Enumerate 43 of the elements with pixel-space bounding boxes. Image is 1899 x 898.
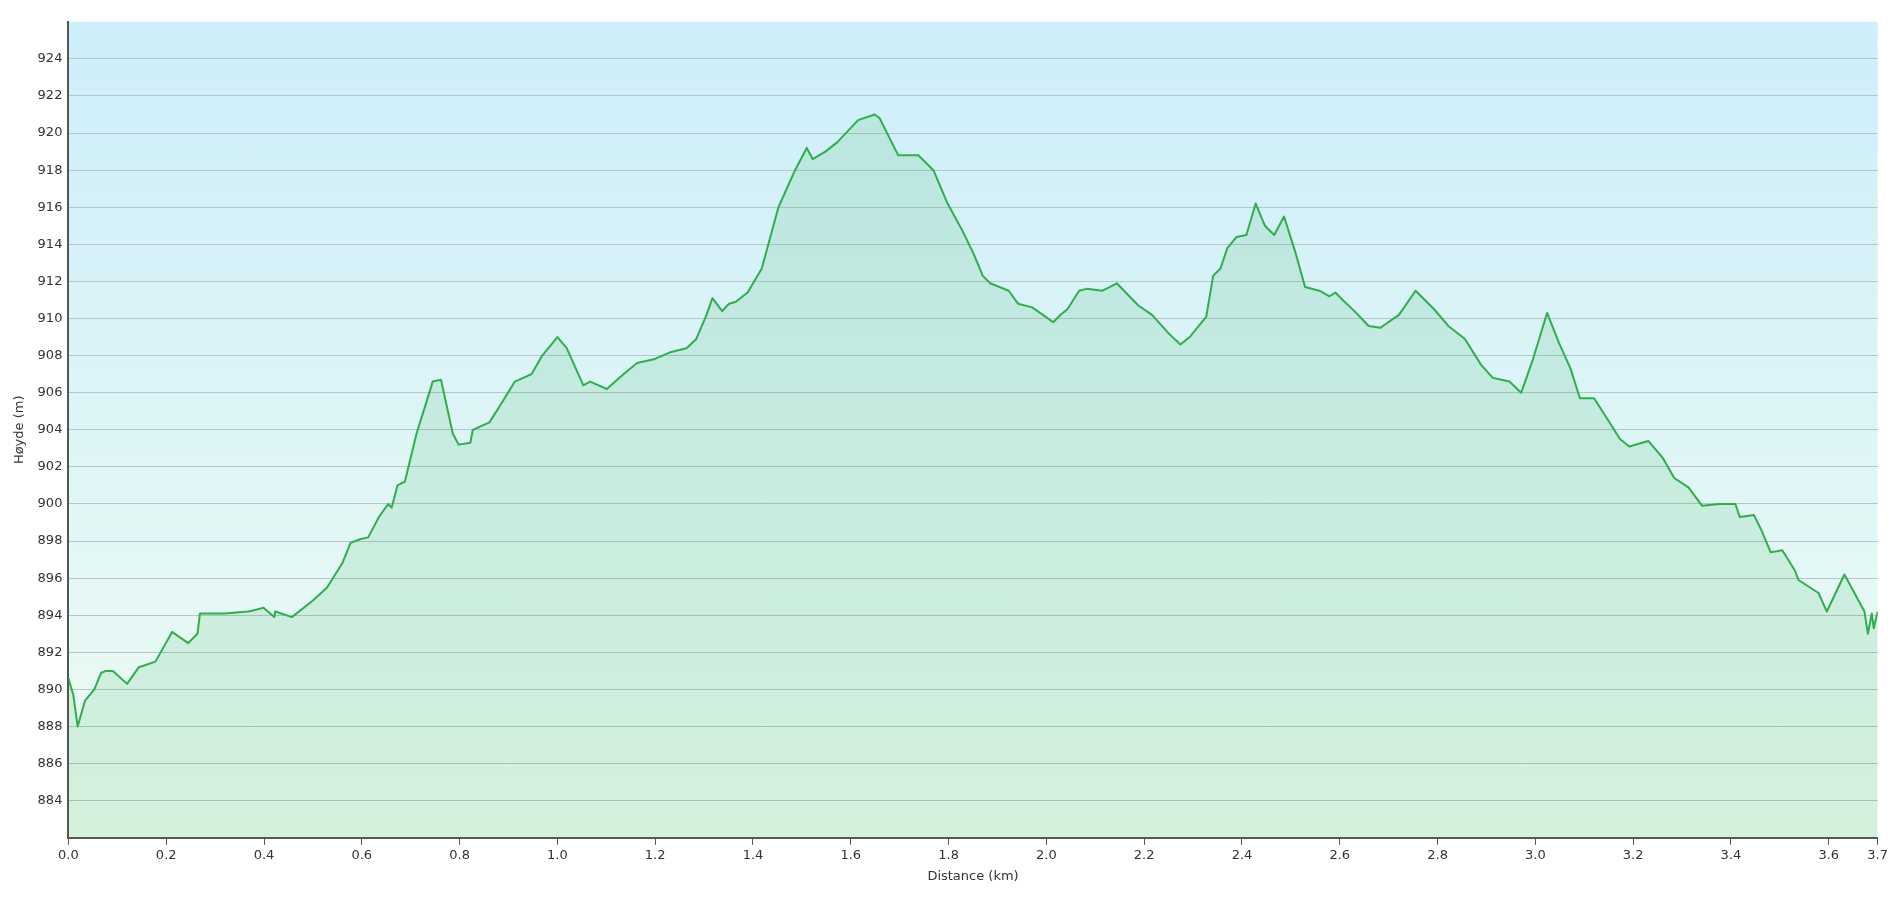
- y-tick-label: 906: [37, 384, 63, 400]
- y-tick-label: 902: [37, 458, 63, 474]
- x-tick-label: 3.7: [1867, 846, 1889, 862]
- y-tick-label: 922: [37, 87, 63, 103]
- x-tick-label: 1.8: [938, 846, 959, 862]
- x-tick-label: 1.4: [742, 846, 764, 862]
- x-tick-label: 3.2: [1622, 846, 1644, 862]
- y-tick-label: 920: [37, 124, 63, 140]
- y-tick-label: 904: [37, 421, 63, 437]
- x-tick-label: 2.0: [1036, 846, 1057, 862]
- y-tick-label: 914: [37, 235, 63, 251]
- y-tick-label: 894: [37, 606, 63, 622]
- x-tick-label: 2.2: [1133, 846, 1155, 862]
- y-tick-label: 892: [37, 643, 63, 659]
- y-tick-label: 884: [37, 792, 63, 808]
- y-axis-title: Høyde (m): [11, 395, 27, 465]
- x-tick-label: 0.0: [58, 846, 79, 862]
- x-tick-label: 0.2: [155, 846, 177, 862]
- x-axis-title: Distance (km): [927, 867, 1019, 883]
- y-tick-label: 924: [37, 50, 63, 66]
- y-tick-label: 898: [37, 532, 63, 548]
- x-tick-label: 3.6: [1818, 846, 1840, 862]
- x-tick-label: 3.4: [1720, 846, 1742, 862]
- y-tick-label: 900: [37, 495, 63, 511]
- x-tick-label: 2.6: [1329, 846, 1351, 862]
- x-tick-label: 1.2: [644, 846, 666, 862]
- x-tick-label: 2.8: [1427, 846, 1448, 862]
- y-tick-label: 886: [37, 754, 63, 770]
- x-tick-label: 1.0: [547, 846, 568, 862]
- y-tick-label: 910: [37, 309, 63, 325]
- x-tick-label: 3.0: [1525, 846, 1546, 862]
- y-tick-label: 888: [37, 717, 63, 733]
- x-tick-label: 0.4: [253, 846, 275, 862]
- y-tick-label: 912: [37, 272, 63, 288]
- y-tick-label: 908: [37, 346, 63, 362]
- y-tick-label: 916: [37, 198, 63, 214]
- x-tick-label: 1.6: [840, 846, 862, 862]
- y-tick-label: 918: [37, 161, 63, 177]
- x-tick-label: 2.4: [1231, 846, 1253, 862]
- x-tick-label: 0.6: [351, 846, 373, 862]
- x-tick-label: 0.8: [449, 846, 470, 862]
- y-tick-label: 890: [37, 680, 63, 696]
- y-tick-label: 896: [37, 569, 63, 585]
